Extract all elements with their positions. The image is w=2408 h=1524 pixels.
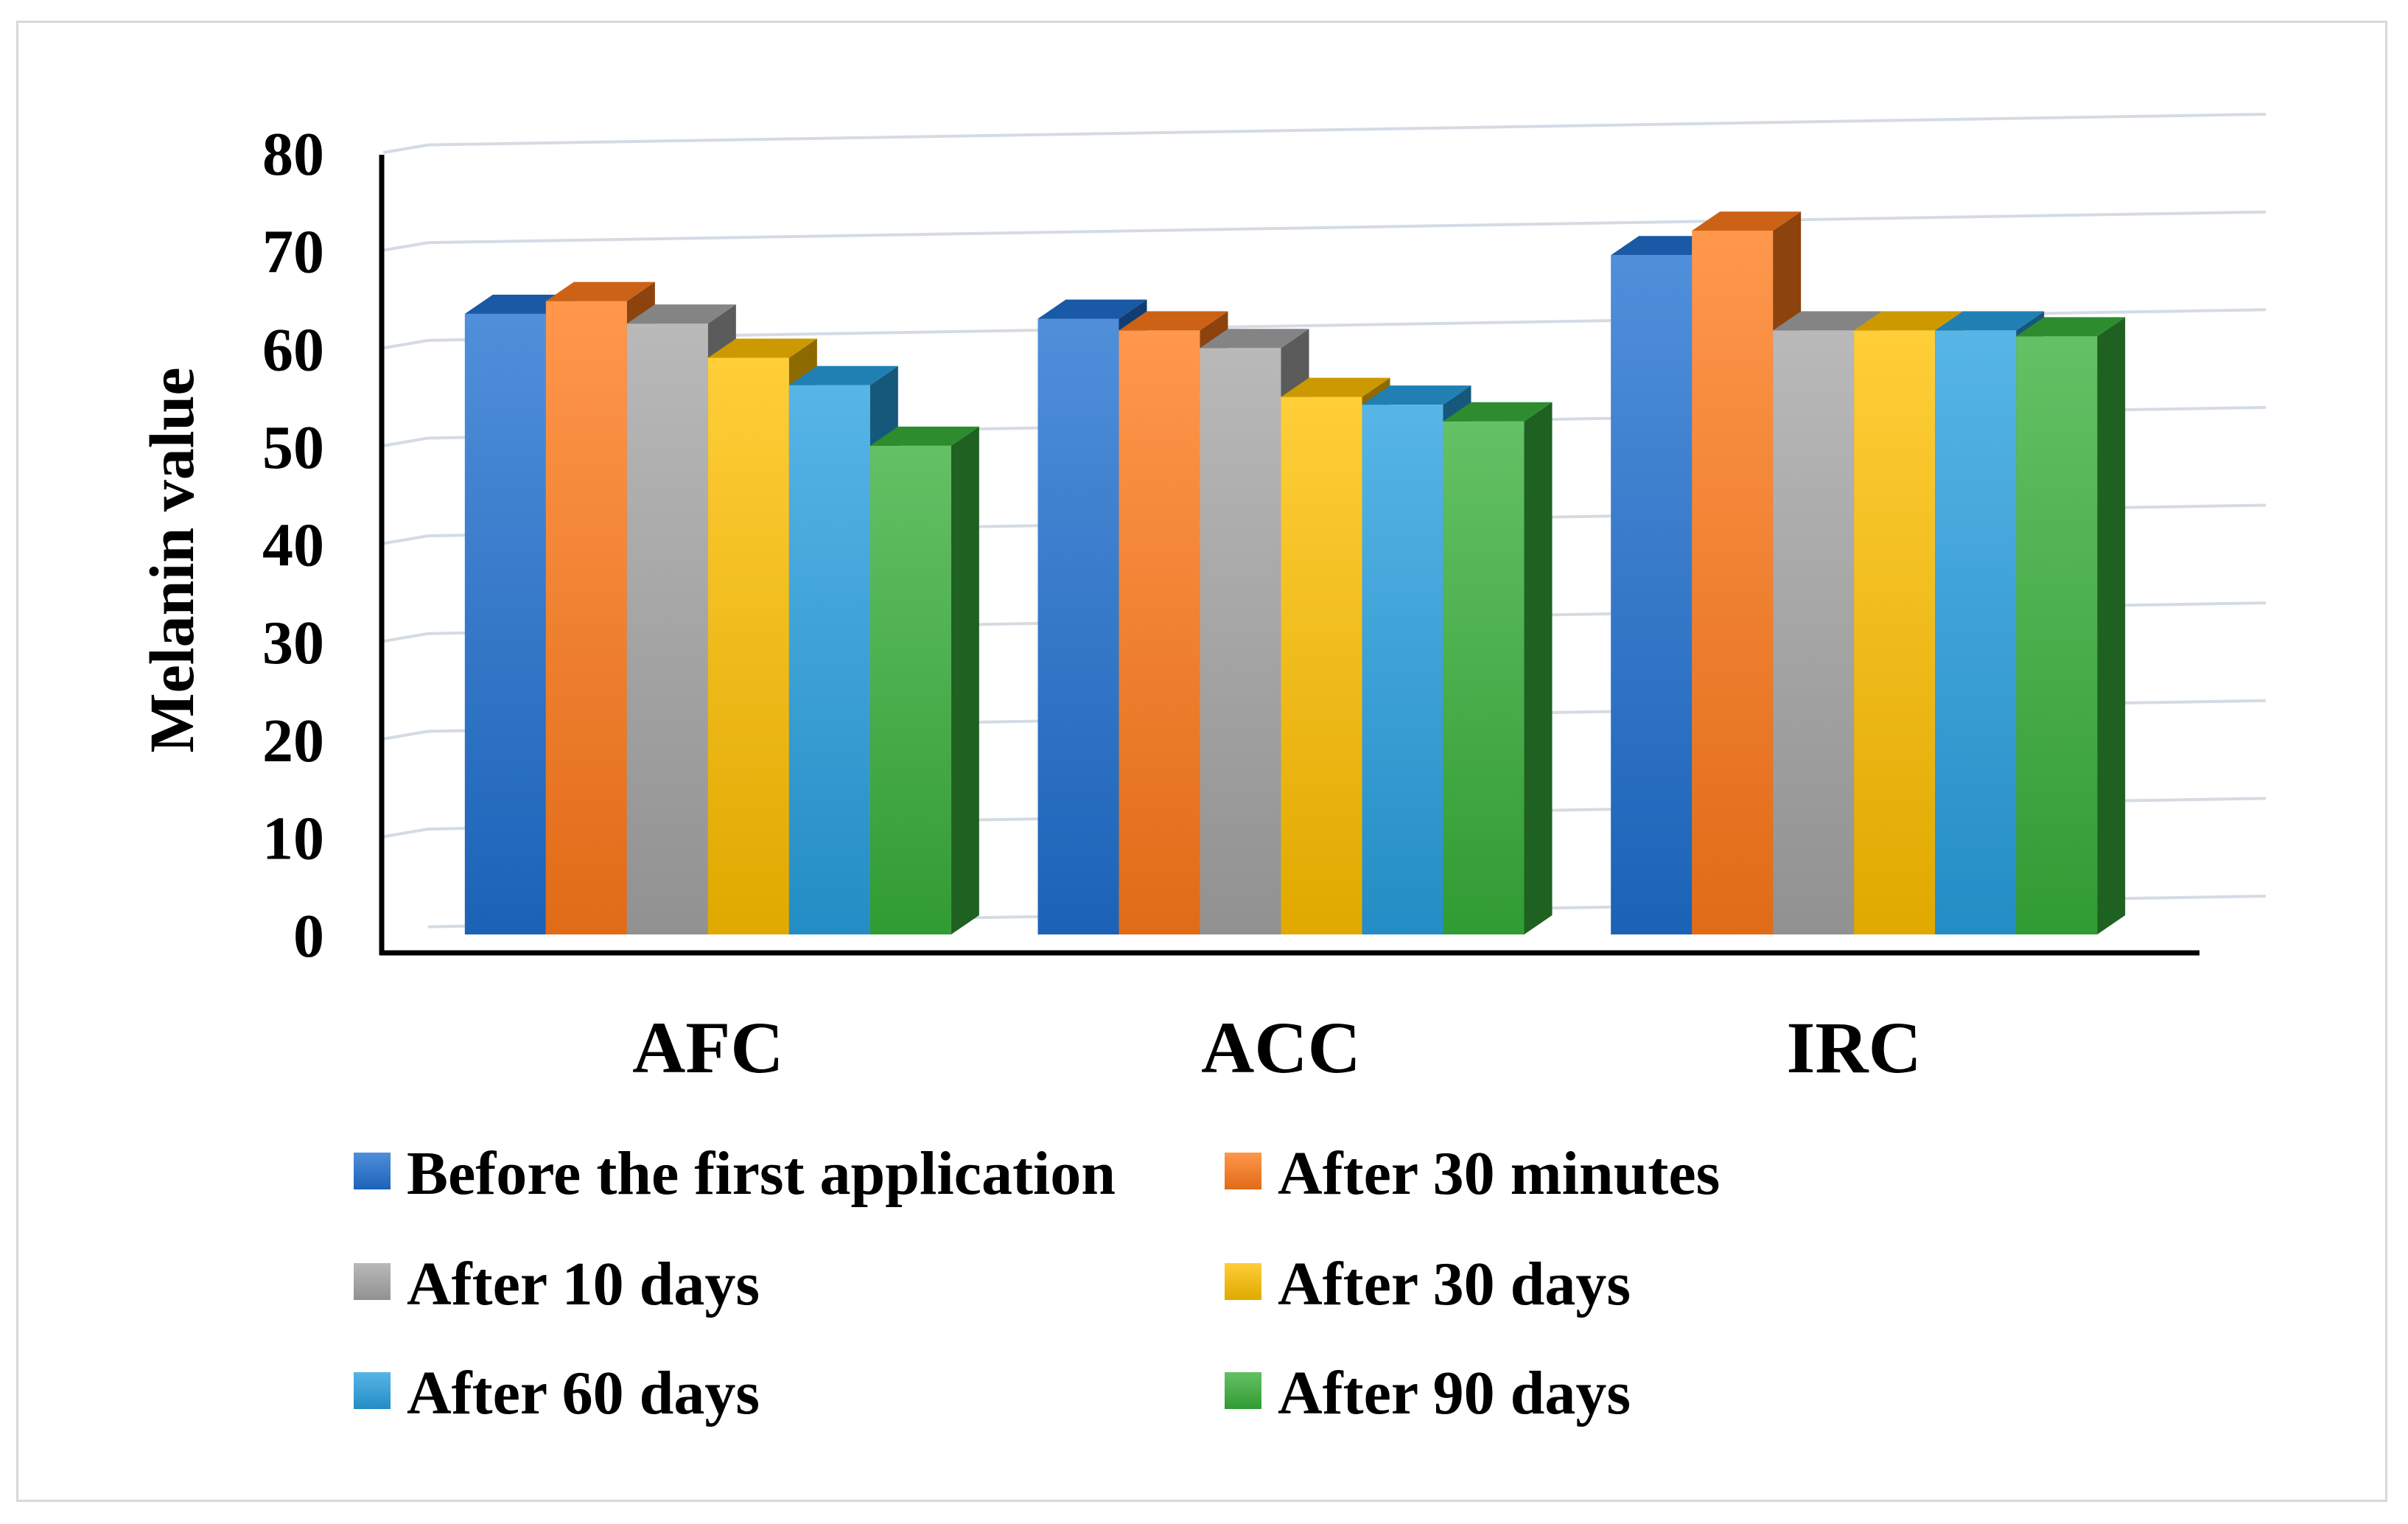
- y-tick-label: 30: [262, 609, 324, 677]
- y-axis-title: Melanin value: [136, 367, 207, 752]
- gridline-depth: [382, 534, 429, 545]
- legend-swatch: [1225, 1372, 1261, 1409]
- bar-afc-6: [869, 426, 979, 934]
- category-labels: AFC ACC IRC: [632, 1007, 1922, 1088]
- gridline: [427, 113, 2267, 147]
- y-tick-label: 0: [293, 902, 324, 971]
- category-label-acc: ACC: [1201, 1007, 1361, 1088]
- gridline: [427, 210, 2267, 245]
- y-tick-label: 50: [262, 413, 324, 482]
- legend-item: After 60 days: [354, 1359, 760, 1427]
- legend-label: After 90 days: [1278, 1359, 1631, 1427]
- y-tick-label: 40: [262, 511, 324, 580]
- y-tick-label: 10: [262, 804, 324, 873]
- legend-swatch: [354, 1153, 391, 1189]
- legend: Before the first application After 30 min…: [354, 1139, 1720, 1427]
- legend-swatch: [354, 1372, 391, 1409]
- y-tick-label: 20: [262, 707, 324, 775]
- legend-label: After 10 days: [407, 1250, 760, 1318]
- category-label-irc: IRC: [1786, 1007, 1921, 1088]
- y-tick-label: 80: [262, 120, 324, 189]
- bar-acc-5: [1362, 385, 1471, 934]
- gridline-depth: [382, 730, 429, 741]
- category-label-afc: AFC: [632, 1007, 784, 1088]
- gridline-depth: [382, 632, 429, 643]
- legend-swatch: [1225, 1263, 1261, 1300]
- gridline-depth: [382, 143, 429, 154]
- gridline-depth: [382, 436, 429, 447]
- y-tick-label: 70: [262, 218, 324, 287]
- axes: [379, 155, 2199, 956]
- legend-item: After 10 days: [354, 1250, 760, 1318]
- y-tick-label: 60: [262, 315, 324, 384]
- legend-label: After 60 days: [407, 1359, 760, 1427]
- bar-acc-6: [1443, 402, 1553, 934]
- y-tick-labels: 0 10 20 30 40 50 60 70 80: [262, 120, 324, 971]
- legend-item: After 30 days: [1225, 1250, 1631, 1318]
- legend-swatch: [354, 1263, 391, 1300]
- gridline-depth: [382, 828, 429, 839]
- gridline-depth: [382, 241, 429, 252]
- legend-item: After 90 days: [1225, 1359, 1631, 1427]
- bar-irc-6: [2016, 317, 2126, 935]
- legend-item: After 30 minutes: [1225, 1139, 1720, 1208]
- legend-label: After 30 days: [1278, 1250, 1631, 1318]
- bars: [464, 212, 2126, 935]
- legend-swatch: [1225, 1153, 1261, 1189]
- legend-label: After 30 minutes: [1278, 1139, 1720, 1208]
- legend-item: Before the first application: [354, 1139, 1116, 1208]
- legend-label: Before the first application: [407, 1139, 1116, 1208]
- gridline-depth: [382, 338, 429, 350]
